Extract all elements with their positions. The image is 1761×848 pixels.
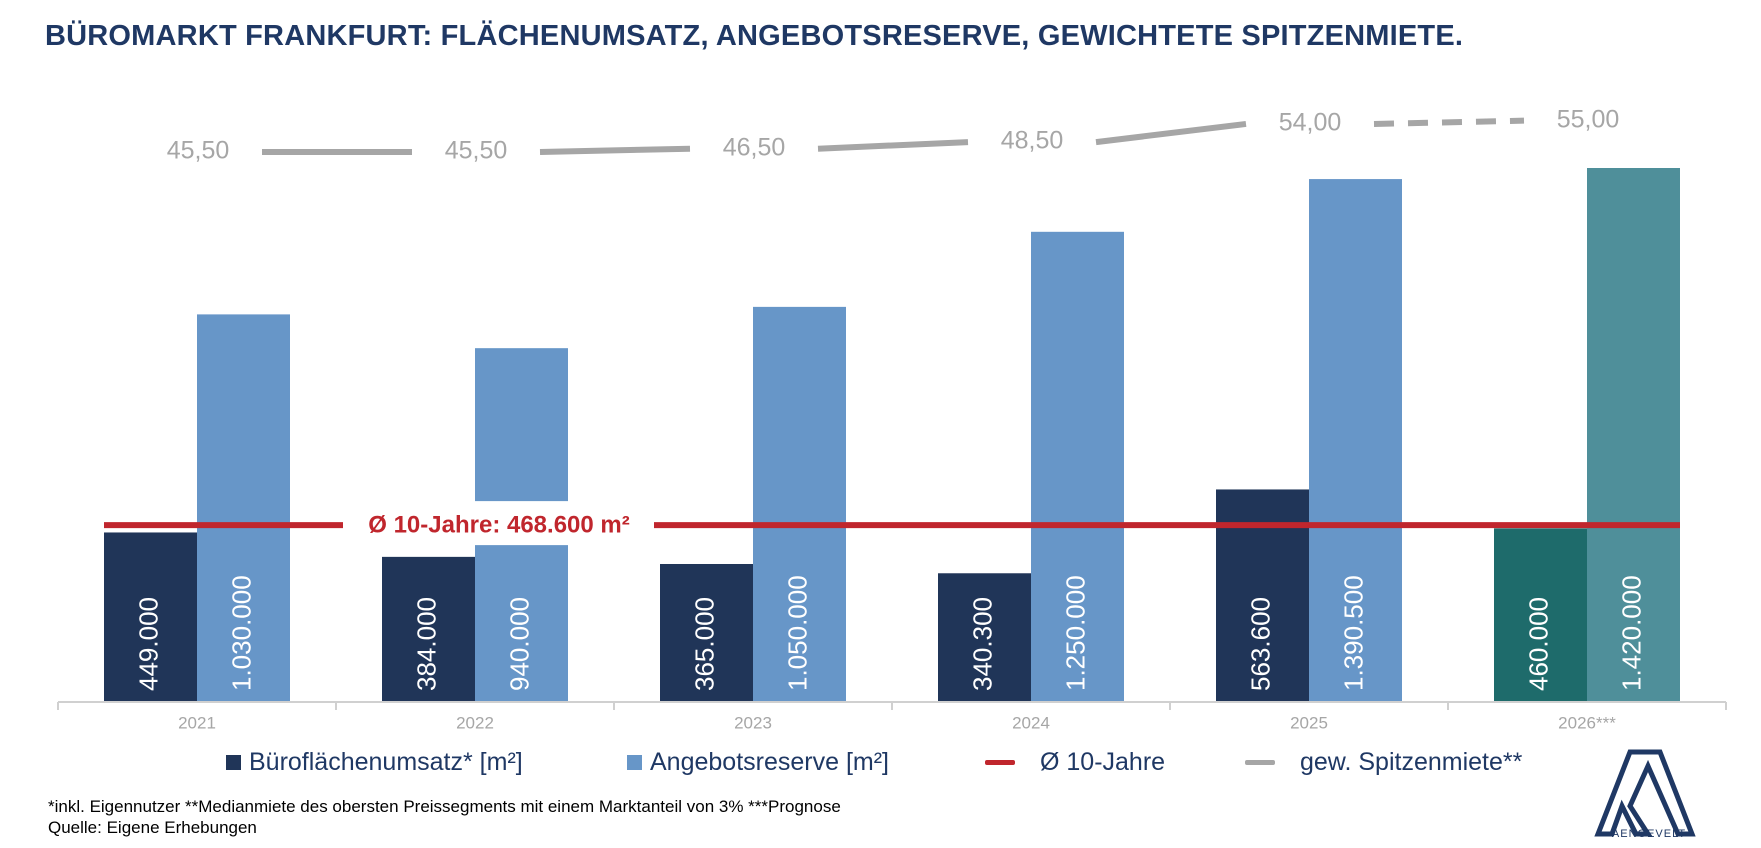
bar-umsatz-2	[660, 563, 753, 701]
legend-item-avg: Ø 10-Jahre	[985, 748, 1165, 777]
bar-umsatz-1	[382, 556, 475, 701]
bar-value-label: 460.000	[1523, 597, 1553, 691]
legend-swatch-umsatz	[226, 755, 241, 770]
x-tick-label: 2023	[734, 713, 772, 732]
bar-chart: 449.000 384.000 365.000 340.300 563.600 460.0…	[57, 105, 1727, 732]
legend-item-umsatz: Büroflächenumsatz* [m²]	[226, 748, 523, 777]
average-label: Ø 10-Jahre: 468.600 m²	[368, 511, 629, 538]
footnote: *inkl. Eigennutzer **Medianmiete des obe…	[48, 797, 841, 816]
bar-value-label: 1.390.500	[1338, 575, 1368, 691]
rent-line-segment	[817, 139, 969, 152]
bar-value-label: 365.000	[689, 597, 719, 691]
x-tick-label: 2024	[1012, 713, 1050, 732]
legend-label-reserve: Angebotsreserve [m²]	[650, 748, 889, 776]
legend-item-reserve: Angebotsreserve [m²]	[627, 748, 889, 777]
chart-title: BÜROMARKT FRANKFURT: FLÄCHENUMSATZ, ANGE…	[45, 20, 1464, 52]
rent-value-label: 54,00	[1279, 109, 1342, 137]
bar-umsatz-0	[104, 532, 197, 701]
bar-value-label: 1.030.000	[226, 575, 256, 691]
bar-umsatz-5	[1494, 528, 1587, 701]
bar-value-label: 449.000	[133, 597, 163, 691]
bar-value-label: 563.600	[1245, 597, 1275, 691]
logo-text: AENGEVELT	[1611, 828, 1687, 840]
average-label-background	[345, 501, 653, 546]
bar-value-label: 1.420.000	[1616, 575, 1646, 691]
legend-label-avg: Ø 10-Jahre	[1040, 748, 1166, 776]
legend: Büroflächenumsatz* [m²] Angebotsreserve …	[0, 748, 1761, 788]
bar-value-label: 940.000	[504, 597, 534, 691]
rent-line-segment	[1373, 117, 1525, 127]
bar-value-label: 1.050.000	[782, 575, 812, 691]
x-tick-label: 2022	[456, 713, 494, 732]
bar-value-label: 1.250.000	[1060, 575, 1090, 691]
x-tick-label: 2021	[178, 713, 216, 732]
rent-line-segment	[1095, 120, 1247, 146]
source-note: Quelle: Eigene Erhebungen	[48, 818, 257, 837]
x-tick-label: 2025	[1290, 713, 1328, 732]
bar-umsatz-3	[938, 573, 1031, 701]
legend-label-rent: gew. Spitzenmiete**	[1300, 748, 1523, 776]
legend-swatch-avg	[985, 760, 1015, 765]
legend-swatch-reserve	[627, 755, 642, 770]
legend-item-rent: gew. Spitzenmiete**	[1245, 748, 1522, 777]
x-tick-label: 2026***	[1558, 713, 1616, 732]
bar-value-label: 384.000	[411, 597, 441, 691]
bar-reserve-5	[1587, 168, 1680, 701]
bar-reserve-4	[1309, 179, 1402, 702]
legend-label-umsatz: Büroflächenumsatz* [m²]	[249, 748, 523, 776]
rent-value-label: 45,50	[445, 137, 508, 165]
legend-swatch-rent	[1245, 760, 1275, 765]
bar-reserve-0	[197, 314, 290, 701]
rent-value-label: 46,50	[723, 133, 786, 161]
bar-reserve-2	[753, 306, 846, 701]
rent-value-label: 45,50	[167, 137, 230, 165]
bar-reserve-3	[1031, 231, 1124, 701]
rent-value-label: 55,00	[1557, 105, 1620, 133]
aengevelt-logo-icon	[1594, 749, 1696, 837]
rent-line-segment	[539, 145, 691, 155]
rent-value-label: 48,50	[1001, 127, 1064, 155]
bar-value-label: 340.300	[967, 597, 997, 691]
